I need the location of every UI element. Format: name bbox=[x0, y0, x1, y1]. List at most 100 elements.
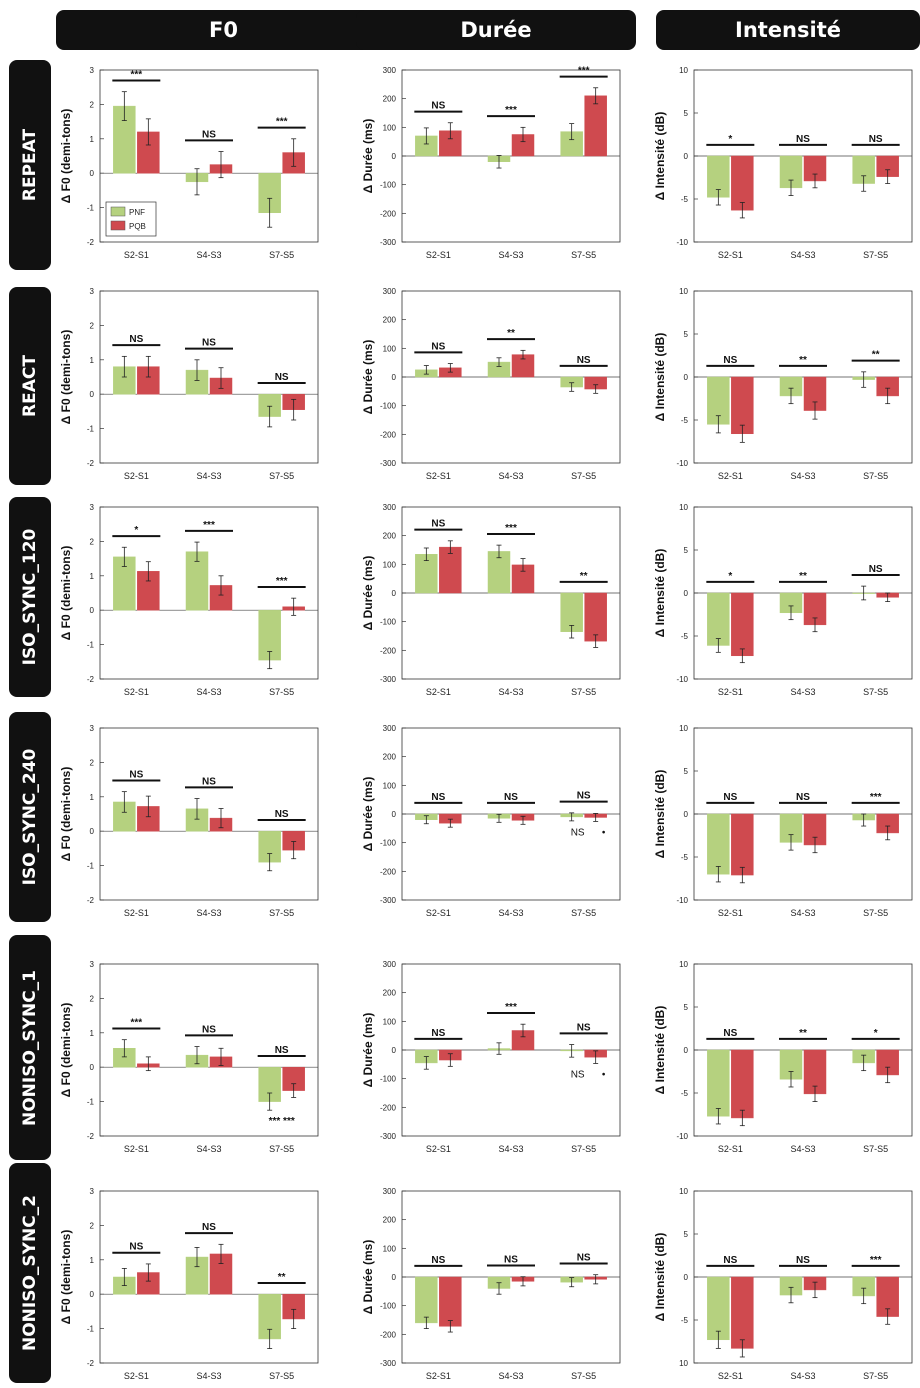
y-tick-label: -2 bbox=[87, 675, 95, 684]
x-tick-label: S4-S3 bbox=[196, 908, 221, 918]
y-tick-label: 0 bbox=[684, 152, 689, 161]
y-tick-label: 1 bbox=[90, 1029, 95, 1038]
x-tick-label: S4-S3 bbox=[790, 1144, 815, 1154]
x-tick-label: S2-S1 bbox=[426, 908, 451, 918]
y-axis-label: Δ Durée (ms) bbox=[361, 1240, 375, 1315]
y-axis-label: Δ F0 (demi-tons) bbox=[59, 109, 73, 204]
y-tick-label: 0 bbox=[684, 1273, 689, 1282]
y-tick-label: -2 bbox=[87, 896, 95, 905]
significance-label: NS bbox=[431, 519, 445, 530]
y-tick-label: 5 bbox=[684, 109, 689, 118]
row-label-text: REACT bbox=[20, 355, 40, 417]
x-tick-label: S2-S1 bbox=[124, 1371, 149, 1381]
significance-label: *** bbox=[130, 69, 142, 80]
significance-label: * bbox=[134, 525, 138, 536]
chart-panel: -300 -200 -100 0 100 200 300 Δ Durée (ms) S2-S1 N… bbox=[361, 66, 621, 260]
x-tick-label: S2-S1 bbox=[718, 250, 743, 260]
y-tick-label: 100 bbox=[383, 123, 397, 132]
x-tick-label: S4-S3 bbox=[498, 471, 523, 481]
y-tick-label: 10 bbox=[679, 66, 688, 75]
x-tick-label: S7-S5 bbox=[863, 1144, 888, 1154]
chart-panel: -2 -1 0 1 2 3 Δ F0 (demi-tons) S2-S1 NS S4-S3 NS S7… bbox=[59, 724, 319, 918]
y-tick-label: 100 bbox=[383, 1244, 397, 1253]
y-tick-label: -100 bbox=[380, 618, 397, 627]
x-tick-label: S4-S3 bbox=[196, 1371, 221, 1381]
y-tick-label: 10 bbox=[679, 724, 688, 733]
significance-label: ** bbox=[799, 1028, 807, 1039]
y-tick-label: 0 bbox=[684, 1046, 689, 1055]
significance-label: NS bbox=[869, 564, 883, 575]
y-tick-label: 0 bbox=[684, 810, 689, 819]
y-tick-label: -1 bbox=[87, 641, 95, 650]
significance-label: NS bbox=[796, 1255, 810, 1266]
x-tick-label: S7-S5 bbox=[269, 1371, 294, 1381]
y-tick-label: -2 bbox=[87, 459, 95, 468]
significance-label: NS bbox=[431, 1028, 445, 1039]
chart-panel: -2 -1 0 1 2 3 Δ F0 (demi-tons) S2-S1 NS S4-S3 NS S7… bbox=[59, 287, 319, 481]
y-axis-label: Δ F0 (demi-tons) bbox=[59, 546, 73, 641]
x-tick-label: S7-S5 bbox=[269, 1144, 294, 1154]
y-axis-label: Δ Intensité (dB) bbox=[653, 112, 667, 201]
plot-frame bbox=[99, 290, 319, 464]
bar-pnf bbox=[707, 1049, 730, 1117]
y-tick-label: 5 bbox=[684, 546, 689, 555]
y-tick-label: 2 bbox=[90, 321, 95, 330]
y-axis-label: Δ F0 (demi-tons) bbox=[59, 330, 73, 425]
x-tick-label: S7-S5 bbox=[269, 908, 294, 918]
y-tick-label: -1 bbox=[87, 204, 95, 213]
significance-label: ** bbox=[278, 1272, 286, 1283]
x-tick-label: S7-S5 bbox=[571, 471, 596, 481]
y-tick-label: 0 bbox=[90, 827, 95, 836]
x-tick-label: S4-S3 bbox=[498, 1371, 523, 1381]
y-tick-label: -200 bbox=[380, 646, 397, 655]
x-tick-label: S2-S1 bbox=[718, 471, 743, 481]
y-tick-label: 2 bbox=[90, 537, 95, 546]
y-tick-label: 200 bbox=[383, 989, 397, 998]
significance-label: *** bbox=[203, 520, 215, 531]
x-tick-label: S4-S3 bbox=[498, 250, 523, 260]
y-tick-label: 3 bbox=[90, 1187, 95, 1196]
significance-label: NS bbox=[796, 792, 810, 803]
y-tick-label: 200 bbox=[383, 95, 397, 104]
y-tick-label: -5 bbox=[681, 853, 689, 862]
row-label-iso-sync-120: ISO_SYNC_120 bbox=[9, 497, 51, 697]
significance-label: NS bbox=[577, 791, 591, 802]
chart-panel: -300 -200 -100 0 100 200 300 Δ Durée (ms) S2-S1 N… bbox=[361, 287, 621, 481]
significance-label: ** bbox=[872, 350, 880, 361]
y-tick-label: 100 bbox=[383, 781, 397, 790]
y-tick-label: 0 bbox=[90, 1290, 95, 1299]
y-axis-label: Δ Durée (ms) bbox=[361, 556, 375, 631]
y-tick-label: 300 bbox=[383, 960, 397, 969]
chart-panel: -300 -200 -100 0 100 200 300 Δ Durée (ms) S2-S1 N… bbox=[361, 1187, 621, 1381]
y-tick-label: -200 bbox=[380, 430, 397, 439]
y-tick-label: 10 bbox=[679, 960, 688, 969]
column-header-duree: Durée bbox=[356, 10, 636, 50]
plot-frame bbox=[99, 727, 319, 901]
significance-label: NS bbox=[129, 1242, 143, 1253]
y-axis-label: Δ Intensité (dB) bbox=[653, 770, 667, 859]
y-tick-label: 0 bbox=[90, 606, 95, 615]
significance-label: NS bbox=[202, 776, 216, 787]
y-axis-label: Δ F0 (demi-tons) bbox=[59, 1230, 73, 1325]
x-tick-label: S4-S3 bbox=[498, 908, 523, 918]
x-tick-label: S2-S1 bbox=[124, 250, 149, 260]
significance-label: NS bbox=[431, 1255, 445, 1266]
row-label-text: NONISO_SYNC_1 bbox=[20, 969, 40, 1126]
chart-panel: -10 -5 0 5 10 Δ Intensité (dB) S2-S1 NS S4-S3 NS S… bbox=[653, 724, 913, 918]
y-tick-label: 5 bbox=[684, 330, 689, 339]
x-tick-label: S4-S3 bbox=[498, 1144, 523, 1154]
significance-label: NS bbox=[129, 769, 143, 780]
y-axis-label: Δ Durée (ms) bbox=[361, 1013, 375, 1088]
bar-pqb bbox=[731, 1276, 754, 1349]
y-tick-label: 3 bbox=[90, 503, 95, 512]
significance-label: NS bbox=[869, 134, 883, 145]
y-tick-label: -10 bbox=[676, 1132, 688, 1141]
y-tick-label: 3 bbox=[90, 287, 95, 296]
y-tick-label: 0 bbox=[392, 1273, 397, 1282]
y-tick-label: 0 bbox=[684, 589, 689, 598]
y-tick-label: 5 bbox=[684, 767, 689, 776]
x-tick-label: S2-S1 bbox=[718, 908, 743, 918]
x-tick-label: S2-S1 bbox=[124, 1144, 149, 1154]
row-label-iso-sync-240: ISO_SYNC_240 bbox=[9, 712, 51, 922]
row-label-text: ISO_SYNC_240 bbox=[20, 748, 40, 886]
